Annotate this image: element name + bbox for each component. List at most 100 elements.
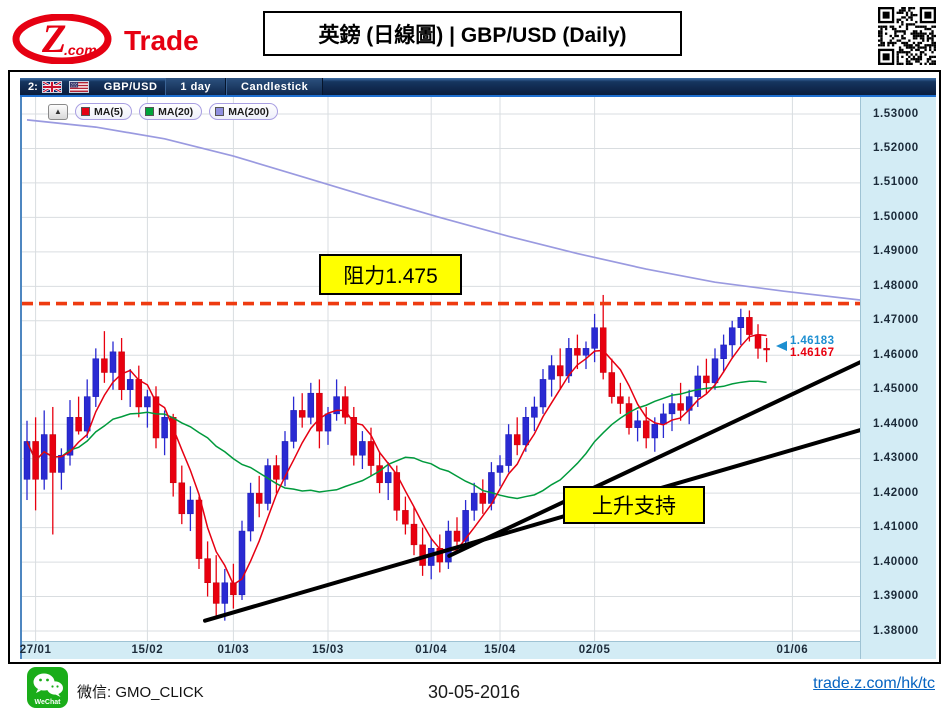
- date-axis[interactable]: 27/01 15/02 01/03 15/03 01/04 15/04 02/05 01/06: [20, 641, 860, 659]
- wechat-brand-label: WeChat: [34, 699, 61, 706]
- qr-code: [878, 7, 936, 65]
- candle-body: [101, 358, 108, 373]
- svg-text:Z: Z: [41, 16, 66, 61]
- candle-body: [642, 420, 650, 439]
- candle-body: [118, 351, 125, 390]
- candle-body: [333, 396, 340, 415]
- candle-body: [273, 465, 280, 480]
- candle-body: [393, 472, 401, 511]
- candle-body: [135, 379, 143, 408]
- candle-body: [703, 375, 710, 384]
- x-axis-label: 01/06: [776, 644, 809, 656]
- legend-swatch: [215, 107, 225, 116]
- legend-ma5[interactable]: MA(5): [75, 103, 133, 120]
- candle-body: [728, 327, 736, 346]
- candle-body: [126, 379, 134, 390]
- candle-body: [307, 392, 315, 418]
- logo-trade-text: Trade: [124, 25, 199, 56]
- legend-ma20[interactable]: MA(20): [139, 103, 203, 120]
- y-axis-label: 1.47000: [873, 314, 919, 327]
- candle-body: [49, 434, 57, 473]
- candle-body: [384, 472, 392, 484]
- x-axis-label: 02/05: [578, 644, 611, 656]
- y-axis-label: 1.53000: [873, 107, 919, 120]
- legend-ma200[interactable]: MA(200): [209, 103, 279, 120]
- candle-body: [298, 410, 306, 418]
- support-label: 上升支持: [592, 495, 676, 518]
- legend-swatch: [145, 107, 155, 116]
- y-axis-label: 1.44000: [873, 417, 919, 430]
- x-axis-label: 15/04: [484, 644, 516, 656]
- page-title: 英鎊 (日線圖) | GBP/USD (Daily): [318, 23, 627, 47]
- candle-body: [531, 406, 538, 418]
- symbol-label: GBP/USD: [103, 80, 158, 93]
- price-chart-svg: [22, 97, 863, 641]
- candle-body: [367, 441, 375, 466]
- candle-body: [221, 582, 229, 604]
- candle-body: [178, 482, 186, 515]
- candle-body: [187, 499, 194, 515]
- candle-body: [83, 396, 91, 432]
- candle-body: [513, 434, 521, 446]
- support-callout: 上升支持: [563, 486, 705, 524]
- report-date: 30-05-2016: [427, 682, 521, 702]
- usd-flag-icon: [67, 78, 96, 95]
- candle-body: [470, 492, 478, 511]
- x-axis-label: 15/03: [312, 644, 344, 656]
- y-axis-label: 1.39000: [873, 590, 919, 603]
- plot-left-border: [20, 97, 22, 659]
- candle-body: [58, 454, 65, 473]
- plot-area: [22, 97, 863, 641]
- candle-body: [359, 441, 366, 456]
- x-axis-label: 27/01: [19, 644, 52, 656]
- candle-body: [505, 434, 512, 466]
- candle-body: [410, 523, 418, 546]
- candle-body: [402, 510, 409, 525]
- y-axis-label: 1.50000: [873, 210, 919, 223]
- y-axis-label: 1.52000: [873, 141, 919, 154]
- chart-type-tab[interactable]: Candlestick: [226, 78, 324, 95]
- candle-body: [144, 396, 151, 408]
- y-axis-label: 1.41000: [873, 521, 919, 534]
- wechat-icon: WeChat: [27, 667, 68, 708]
- candle-body: [556, 365, 564, 377]
- y-axis-label: 1.46000: [873, 348, 919, 361]
- price-axis[interactable]: 1.53000 1.52000 1.51000 1.50000 1.49000 1.480…: [860, 97, 936, 659]
- trade-site-link[interactable]: trade.z.com/hk/tc: [813, 675, 935, 692]
- candle-body: [496, 465, 504, 473]
- candle-body: [479, 492, 487, 504]
- candle-body: [281, 441, 289, 480]
- legend-swatch: [81, 107, 90, 116]
- resistance-label: 阻力1.475: [343, 264, 438, 288]
- y-axis-label: 1.40000: [873, 555, 919, 568]
- candle-body: [247, 492, 254, 532]
- bid-price-label: 1.46183: [790, 335, 835, 347]
- y-axis-label: 1.49000: [873, 245, 919, 258]
- y-axis-label: 1.38000: [873, 624, 919, 637]
- candle-body: [152, 396, 160, 439]
- candle-body: [668, 403, 676, 415]
- candle-body: [746, 317, 753, 335]
- legend-label: MA(200): [228, 105, 270, 118]
- candle-body: [539, 379, 547, 408]
- collapse-legend-button[interactable]: ▲: [48, 103, 68, 120]
- y-axis-label: 1.48000: [873, 279, 919, 292]
- chart-title-box: 英鎊 (日線圖) | GBP/USD (Daily): [263, 11, 682, 56]
- price-arrow-icon: [776, 341, 787, 351]
- candle-body: [255, 492, 263, 504]
- candle-body: [651, 423, 659, 439]
- candle-body: [677, 403, 684, 411]
- candle-body: [522, 417, 530, 446]
- candle-body: [548, 365, 555, 380]
- y-axis-label: 1.45000: [873, 383, 919, 396]
- interval-tab[interactable]: 1 day: [165, 78, 227, 95]
- candle-body: [574, 348, 581, 356]
- legend-label: MA(20): [158, 105, 194, 118]
- candle-body: [66, 417, 74, 456]
- candle-body: [212, 582, 220, 604]
- candle-body: [754, 334, 762, 349]
- candle-body: [238, 530, 246, 596]
- chart-number-label: 2:: [28, 80, 38, 93]
- y-axis-label: 1.43000: [873, 452, 919, 465]
